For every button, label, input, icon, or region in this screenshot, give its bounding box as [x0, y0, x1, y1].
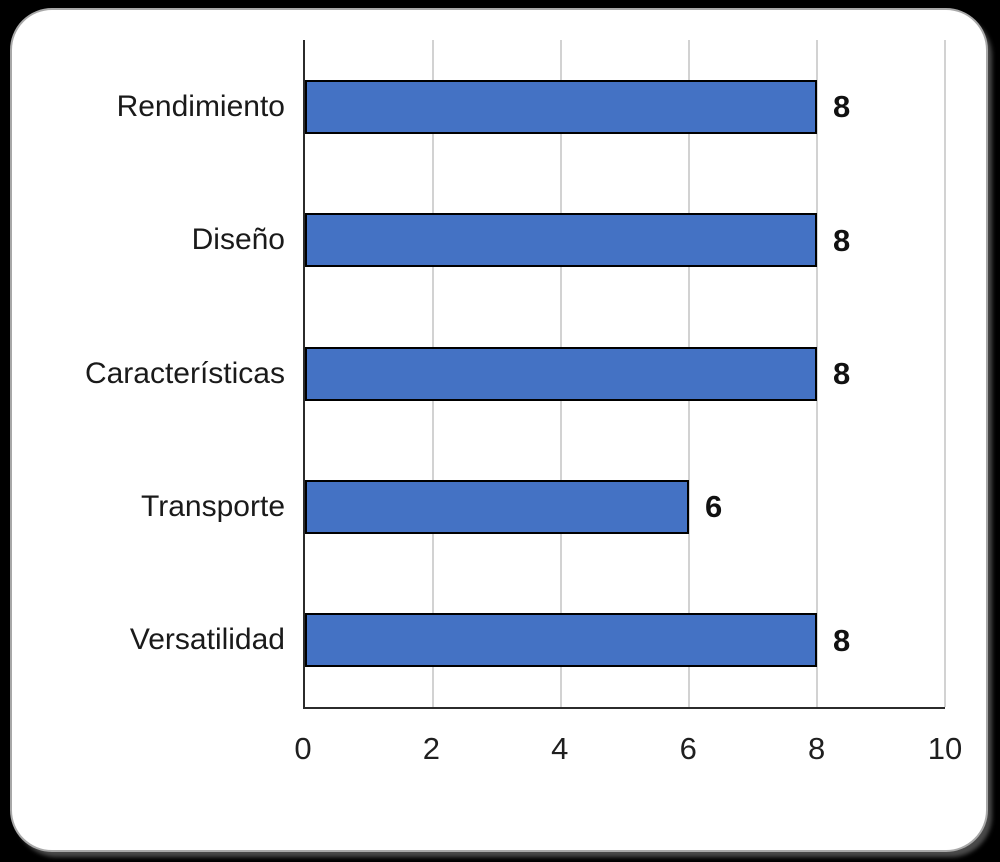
bar-transporte — [305, 479, 689, 534]
bar-row-3: 6 — [305, 440, 945, 573]
data-label: 6 — [705, 489, 723, 525]
category-label: Rendimiento — [116, 89, 285, 123]
bar-row-4: 8 — [305, 574, 945, 707]
bar-rows: 8 8 8 6 8 — [305, 40, 945, 707]
x-tick-label-10: 10 — [927, 731, 963, 766]
bar-caracteristicas — [305, 346, 817, 401]
bar-rendimiento — [305, 79, 817, 134]
category-axis-labels: Rendimiento Diseño Características Transpor… — [12, 40, 285, 707]
category-label: Versatilidad — [129, 623, 285, 657]
x-tick-label-4: 4 — [551, 731, 569, 766]
category-label: Diseño — [191, 223, 285, 257]
gridline-x-10 — [944, 40, 946, 707]
bar-diseno — [305, 213, 817, 268]
bar-row-1: 8 — [305, 173, 945, 306]
category-label: Características — [84, 356, 285, 390]
gridline-x-8 — [816, 40, 818, 707]
data-label: 8 — [833, 622, 851, 658]
x-axis-tick-labels: 0 2 4 6 8 10 — [294, 727, 962, 771]
data-label: 8 — [833, 222, 851, 258]
bar-row-2: 8 — [305, 307, 945, 440]
x-tick-label-8: 8 — [807, 731, 826, 766]
bar-versatilidad — [305, 613, 817, 668]
x-tick-label-2: 2 — [422, 731, 441, 766]
x-tick-label-0: 0 — [294, 731, 312, 766]
category-label: Transporte — [141, 489, 285, 523]
chart-panel: Rendimiento Diseño Características Transpor… — [10, 8, 988, 852]
plot-area: 8 8 8 6 8 — [303, 40, 946, 709]
x-tick-label-6: 6 — [679, 731, 697, 766]
data-label: 8 — [833, 89, 851, 125]
data-label: 8 — [833, 356, 851, 392]
bar-row-0: 8 — [305, 40, 945, 173]
